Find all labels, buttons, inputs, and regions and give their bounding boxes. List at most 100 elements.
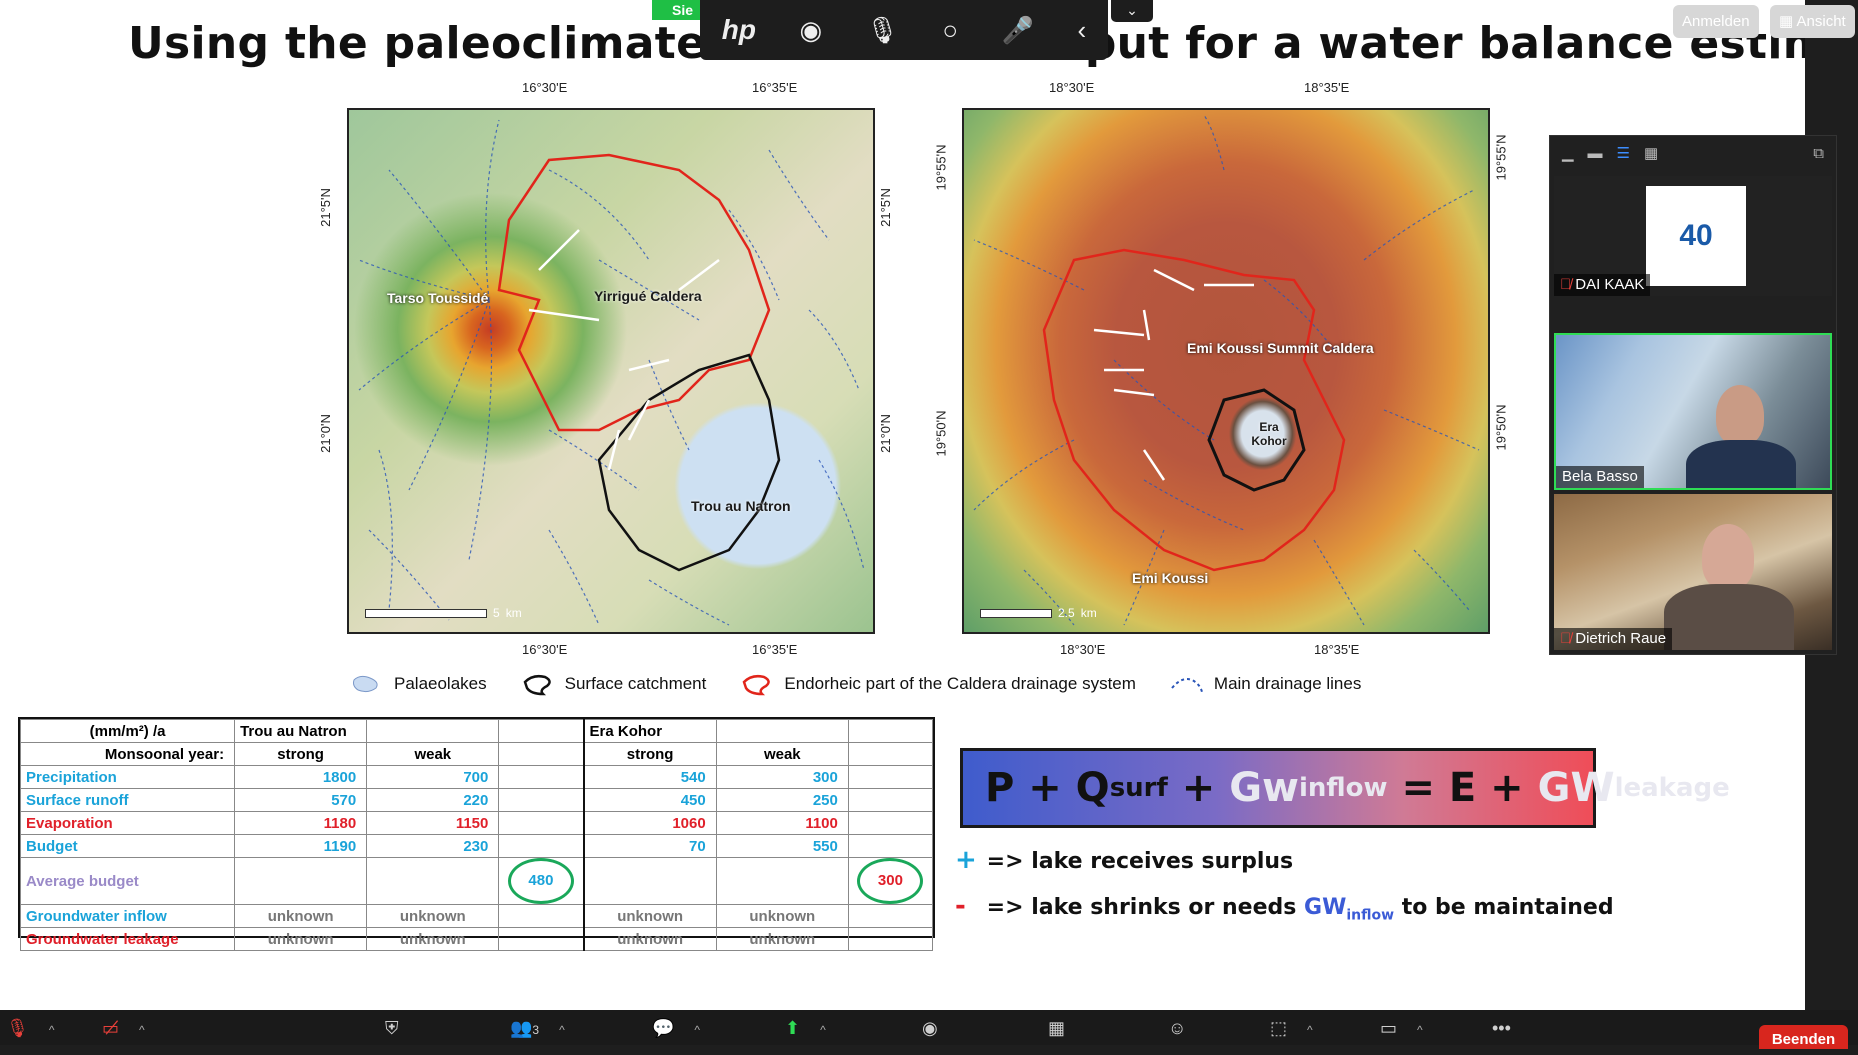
map1-overlay [358, 119, 865, 626]
map1-left-coord-1: 21°5'N [317, 188, 333, 227]
end-meeting-button[interactable]: Beenden [1759, 1025, 1848, 1049]
record-icon[interactable]: ◉ [922, 1018, 938, 1038]
table-header-row: (mm/m²) /a Trou au Natron Era Kohor [19, 719, 934, 743]
table-cell: unknown [715, 927, 849, 951]
table-cell: unknown [234, 927, 368, 951]
table-cell: unknown [715, 904, 849, 928]
map2-right-coord-2: 19°50'N [1493, 404, 1509, 451]
grid-icon: ▦ [1779, 13, 1797, 30]
table-cell: 550 [715, 834, 849, 858]
table-cell: 230 [366, 834, 500, 858]
participant-tile[interactable]: 40 🎙̸ DAI KAAK [1554, 176, 1832, 296]
microphone-broadcast-icon[interactable]: 🎤 [1001, 14, 1034, 45]
hp-logo: hp [721, 14, 756, 45]
participants-button[interactable]: 👥3 ^ [510, 1018, 565, 1038]
note-shrinks: - => lake shrinks or needs GWinflow to b… [955, 891, 1614, 924]
speaker-view-icon[interactable]: ☰ [1616, 145, 1630, 162]
label-emi-koussi-summit-caldera: Emi Koussi Summit Caldera [1187, 340, 1374, 356]
login-button[interactable]: Anmelden [1673, 5, 1759, 38]
legend-item-drainage-lines: Main drainage lines [1170, 672, 1361, 696]
video-panel-toolbar: ▁ ▬ ☰ ▦ ⧉ [1550, 136, 1836, 170]
table-cell: 220 [366, 788, 500, 812]
video-off-icon[interactable]: ▭̸ ^ [102, 1018, 145, 1038]
sharing-indicator-tab[interactable]: Sie [652, 0, 700, 20]
table-cell: unknown [234, 904, 368, 928]
map-legend: Palaeolakes Surface catchment Endorheic … [350, 672, 1361, 696]
map2-top-coord-2: 18°35'E [1304, 80, 1350, 95]
drainage-line-icon [1171, 678, 1203, 693]
popout-icon[interactable]: ⧉ [1813, 144, 1824, 162]
map1-top-coord-1: 16°30'E [522, 80, 568, 95]
mute-mic-icon[interactable]: 🎙 ^ [6, 1018, 55, 1038]
table-row: Surface runoff 570 220 450 250 [19, 788, 934, 812]
legend-item-endorheic: Endorheic part of the Caldera drainage s… [740, 672, 1136, 696]
hp-presenter-toolbar: hp ◉ 🎙 ○ 🎤 ‹ [700, 0, 1108, 60]
participant-tile[interactable]: 🎙̸ Dietrich Raue [1554, 494, 1832, 650]
map2-overlay [973, 114, 1480, 626]
minimize-icon[interactable]: ▁ [1562, 145, 1574, 162]
table-cell: 570 [234, 788, 368, 812]
endorheic-outline-icon [742, 674, 771, 696]
map2-bottom-coord-1: 18°30'E [1060, 642, 1106, 657]
average-budget-value: 480 [507, 858, 574, 904]
label-tarso-touside: Tarso Toussidé [387, 290, 489, 306]
mic-muted-icon: 🎙̸ [1560, 630, 1572, 647]
legend-item-palaeolakes: Palaeolakes [350, 672, 487, 696]
map2-left-coord-1: 19°55'N [933, 144, 949, 191]
participant-tile[interactable]: Bela Basso [1554, 333, 1832, 490]
table-cell: 1150 [366, 811, 500, 835]
participant-body [1686, 440, 1796, 488]
screen-view-icon[interactable]: ▭ ^ [1380, 1018, 1423, 1038]
table-cell: 1060 [583, 811, 717, 835]
single-view-icon[interactable]: ▬ [1587, 144, 1603, 162]
participant-face [1702, 524, 1754, 590]
microphone-icon[interactable]: 🎙 [865, 14, 899, 45]
participant-body [1664, 584, 1794, 650]
apps-grid-icon[interactable]: ▦ [1048, 1018, 1066, 1038]
table-cell: 1190 [234, 834, 368, 858]
shared-slide: Using the paleoclimate simulation output… [0, 0, 1805, 1010]
table-cell: 300 [715, 765, 849, 789]
row-label: Groundwater inflow [19, 904, 236, 928]
reactions-icon[interactable]: ☺ [1168, 1018, 1187, 1038]
chevron-down-icon[interactable]: ⌄ [1111, 0, 1153, 22]
table-cell: 250 [715, 788, 849, 812]
table-cell: unknown [366, 927, 500, 951]
circle-icon[interactable]: ○ [942, 14, 959, 45]
label-trou-au-natron: Trou au Natron [691, 498, 791, 514]
security-shield-icon[interactable]: ⛨ [385, 1018, 399, 1038]
table-row: Groundwater leakage unknown unknown unknown… [19, 927, 934, 951]
whiteboard-icon[interactable]: ⬚ ^ [1270, 1018, 1313, 1038]
row-label: Surface runoff [19, 788, 236, 812]
table-cell: 1800 [234, 765, 368, 789]
more-icon[interactable]: ••• [1492, 1018, 1511, 1038]
chat-icon[interactable]: 💬 ^ [652, 1018, 701, 1038]
view-button[interactable]: ▦ Ansicht [1770, 5, 1855, 38]
table-row: Average budget 480 300 [19, 857, 934, 905]
mic-muted-icon: 🎙̸ [1560, 276, 1572, 293]
legend-item-surface-catchment: Surface catchment [521, 672, 706, 696]
share-screen-icon[interactable]: ⬆ ^ [785, 1018, 826, 1038]
map2-scale-value: 2.5 [1058, 606, 1075, 620]
label-emi-koussi: Emi Koussi [1132, 570, 1209, 586]
label-yirrigue-caldera: Yirrigué Caldera [594, 288, 702, 304]
record-dot-icon[interactable]: ◉ [799, 14, 823, 45]
map-trou-au-natron: Tarso Toussidé Yirrigué Caldera Trou au … [347, 108, 875, 634]
chevron-left-icon[interactable]: ‹ [1077, 14, 1087, 45]
row-label: Precipitation [19, 765, 236, 789]
participant-name: 🎙̸ Dietrich Raue [1554, 628, 1673, 650]
participant-name: 🎙̸ DAI KAAK [1554, 274, 1651, 296]
gallery-view-icon[interactable]: ▦ [1644, 145, 1659, 162]
table-cell: 540 [583, 765, 717, 789]
map1-right-coord-2: 21°0'N [877, 414, 893, 453]
participant-name: Bela Basso [1556, 466, 1644, 488]
catchment-outline-icon [523, 674, 551, 696]
map1-top-coord-2: 16°35'E [752, 80, 798, 95]
label-era-kohor: Era Kohor [1251, 420, 1287, 448]
map1-scale-bar: 5 km [365, 606, 522, 620]
table-cell: 1100 [715, 811, 849, 835]
table-cell: unknown [366, 904, 500, 928]
table-cell: 450 [583, 788, 717, 812]
map2-scale-unit: km [1080, 606, 1097, 620]
